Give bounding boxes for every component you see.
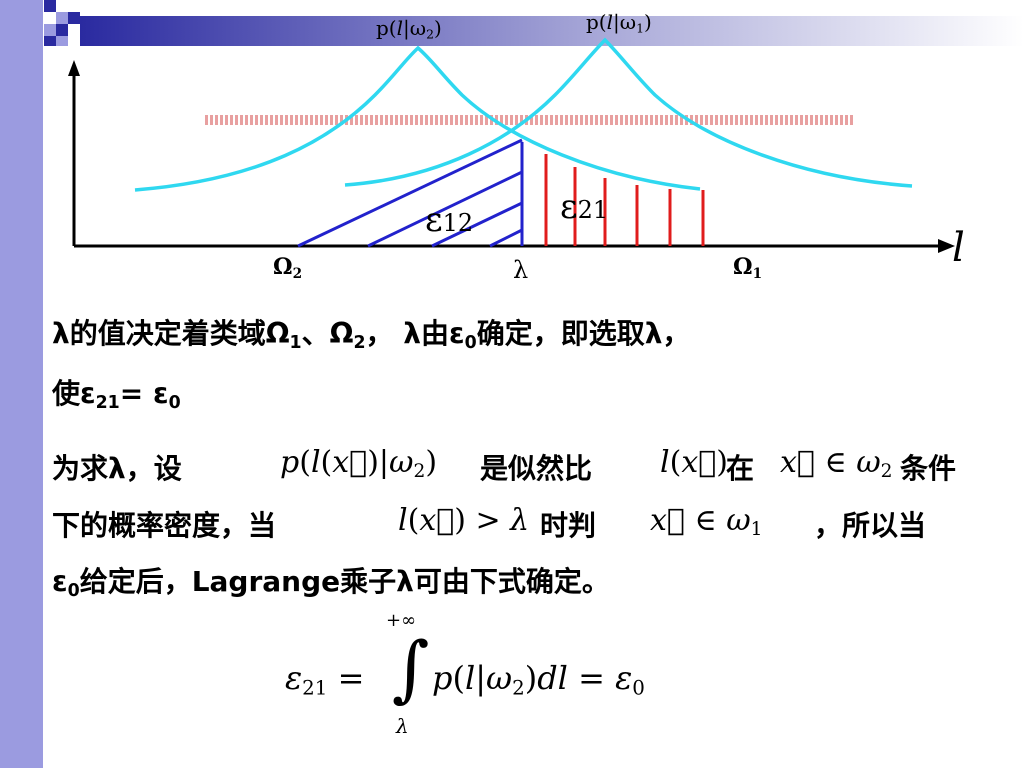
- label-omega2: Ω2: [273, 254, 303, 282]
- formula-l-x-gt-lambda: l(x⃗) > λ: [398, 503, 530, 538]
- text-line-4-b: 时判: [540, 509, 597, 542]
- formula-x-in-w2: x⃗ ∈ ω2: [780, 445, 893, 483]
- label-p-w2: p(l|ω2): [376, 16, 442, 42]
- text-line-3-c: 在: [726, 452, 755, 485]
- equation-lower-limit: λ: [396, 714, 409, 738]
- eps12-hatch: [297, 138, 524, 248]
- text-line-4-a: 下的概率密度，当: [52, 509, 277, 542]
- label-p-w1: p(l|ω1): [586, 10, 652, 36]
- text-line-2: 使ε21= ε0: [52, 377, 181, 413]
- text-line-3-d: 条件: [900, 452, 957, 485]
- text-line-1: λ的值决定着类域Ω1、Ω2， λ由ε0确定，即选取λ，: [52, 317, 691, 353]
- equation-integrand: p(l|ω2)dl = ε0: [432, 659, 645, 700]
- top-bar: [80, 16, 1024, 46]
- integral-sign: ∫: [392, 626, 430, 710]
- text-line-3-b: 是似然比: [480, 452, 593, 485]
- eps21-hatch: [544, 154, 705, 246]
- formula-l-x: l(x⃗): [660, 445, 728, 480]
- formula-x-in-w1: x⃗ ∈ ω1: [650, 503, 763, 541]
- label-axis-l: l: [952, 225, 965, 271]
- label-lambda: λ: [513, 256, 529, 284]
- equation-upper-limit: +∞: [386, 610, 417, 631]
- curve-p-w1: [344, 37, 913, 188]
- corner-decoration: [44, 0, 80, 46]
- x-axis-arrow: [938, 239, 955, 253]
- text-line-5: ε0给定后，Lagrange乘子λ可由下式确定。: [52, 565, 610, 601]
- curve-p-w2: [134, 45, 701, 192]
- left-band: [0, 0, 43, 768]
- axes: [72, 70, 940, 248]
- equation-lhs: ε21 =: [285, 659, 365, 700]
- formula-p-l-x-w2: p(l(x⃗)|ω2): [280, 445, 438, 483]
- label-eps21: ε21: [560, 187, 609, 227]
- label-eps12: ε12: [425, 200, 474, 240]
- y-axis-arrow: [68, 60, 80, 76]
- text-line-3-a: 为求λ，设: [52, 452, 182, 485]
- label-omega1: Ω1: [733, 254, 763, 282]
- text-line-4-c: ，所以当: [814, 509, 927, 542]
